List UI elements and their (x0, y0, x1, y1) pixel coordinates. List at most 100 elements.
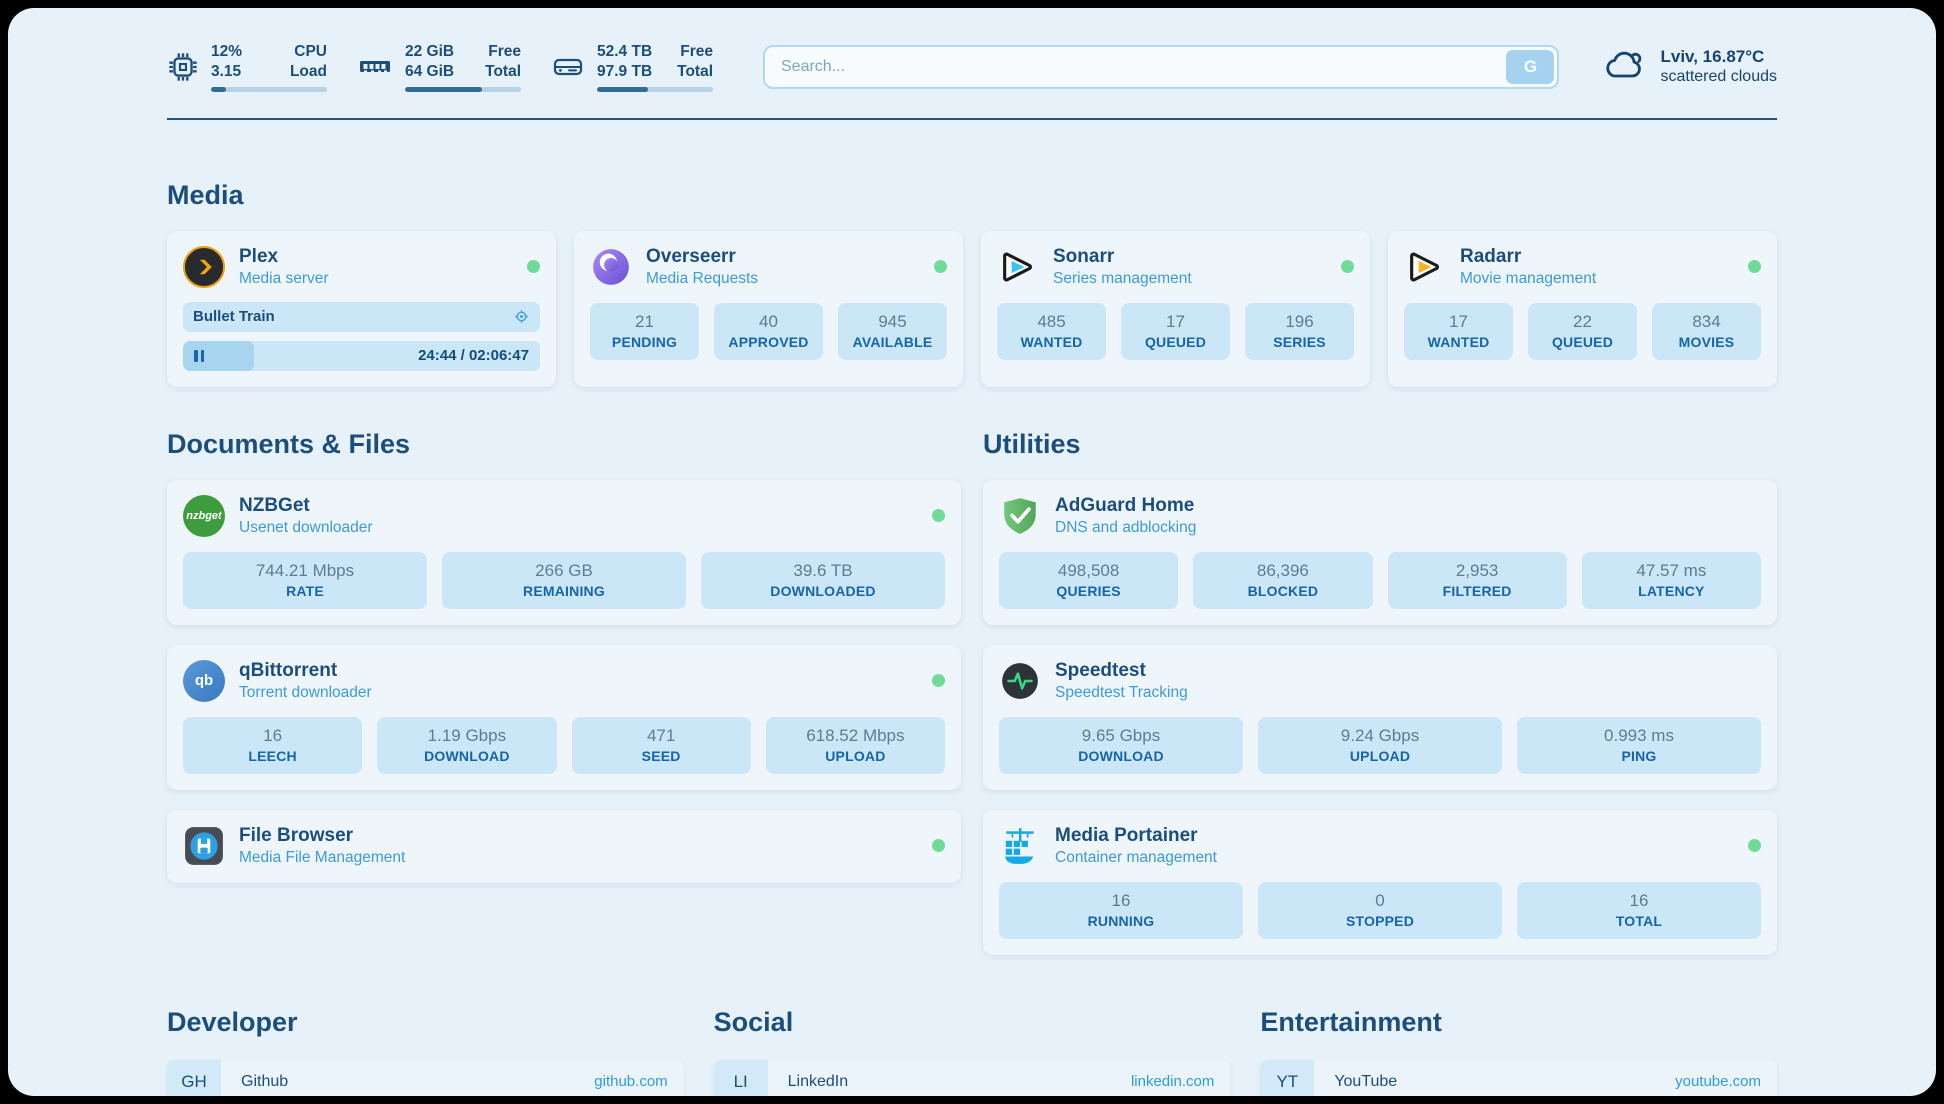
status-dot (1341, 260, 1354, 274)
bookmark-abbr: GH (167, 1059, 221, 1096)
system-stats: 12% 3.15 CPU Load (167, 42, 713, 92)
section-title-social: Social (713, 1006, 794, 1037)
stat-label: RATE (286, 582, 324, 599)
app-card-portainer[interactable]: Media Portainer Container management 16 … (983, 809, 1777, 955)
bookmark-linkedin[interactable]: LI LinkedIn linkedin.com (713, 1059, 1231, 1096)
cpu-usage-value: 12% (211, 43, 243, 60)
disk-free-value: 52.4 TB (597, 43, 653, 60)
stat-label: DOWNLOAD (1078, 747, 1164, 764)
disk-total-label: Total (677, 63, 713, 81)
app-card-filebrowser[interactable]: File Browser Media File Management (167, 809, 961, 883)
stat-value: 17 (1449, 311, 1468, 331)
disk-total-value: 97.9 TB (597, 63, 653, 81)
documents-files-column: Documents & Files nzbget NZBGet Usenet d… (167, 429, 961, 883)
bookmark-url: youtube.com (1675, 1073, 1761, 1091)
portainer-icon (999, 825, 1041, 867)
stat-label: QUEUED (1144, 333, 1207, 350)
stat-label: AVAILABLE (852, 333, 933, 350)
app-card-adguard[interactable]: AdGuard Home DNS and adblocking 498,508 … (983, 479, 1777, 625)
bookmarks-area: Developer GH Github github.com SO StackO… (167, 1007, 1777, 1096)
stat-value: 9.65 Gbps (1081, 725, 1161, 745)
bookmark-group-social: Social LI LinkedIn linkedin.com TW Twitt… (713, 1006, 1231, 1096)
stat-value: 485 (1037, 311, 1066, 331)
stat-label: QUERIES (1056, 582, 1121, 599)
search-provider-button[interactable]: G (1506, 49, 1555, 84)
qbittorrent-icon-text: qb (194, 672, 214, 690)
stat-box: 17 WANTED (1404, 302, 1513, 360)
stat-box: 21 PENDING (590, 302, 699, 360)
memory-total-value: 64 GiB (405, 63, 455, 81)
hard-disk-icon (551, 52, 585, 82)
weather-condition: scattered clouds (1660, 68, 1777, 86)
stat-box: 834 MOVIES (1652, 302, 1761, 360)
app-subtitle: Series management (1053, 269, 1192, 287)
app-title: Plex (239, 245, 279, 267)
stat-value: 834 (1692, 311, 1721, 331)
stat-box: 0 STOPPED (1258, 881, 1502, 939)
stat-value: 2,953 (1455, 560, 1499, 580)
stat-value: 40 (759, 311, 778, 331)
app-card-qbittorrent[interactable]: qb qBittorrent Torrent downloader 16 LEE… (167, 644, 961, 790)
bookmark-github[interactable]: GH Github github.com (167, 1059, 684, 1096)
app-title: Radarr (1460, 245, 1522, 267)
stat-value: 618.52 Mbps (806, 725, 905, 745)
app-title: Speedtest (1055, 659, 1146, 681)
search-box: G (763, 44, 1560, 89)
stat-box: 16 LEECH (183, 716, 363, 774)
stat-box: 1.19 Gbps DOWNLOAD (377, 716, 557, 774)
cpu-chip-icon (167, 51, 199, 83)
nzbget-icon-text: nzbget (186, 509, 222, 522)
adguard-icon (999, 495, 1041, 537)
stat-label: PENDING (611, 333, 678, 350)
stat-box: 2,953 FILTERED (1387, 551, 1567, 609)
app-title: File Browser (239, 824, 354, 846)
bookmark-abbr: YT (1260, 1059, 1315, 1096)
status-dot (527, 260, 540, 274)
app-card-overseerr[interactable]: Overseerr Media Requests 21 PENDING 40 A… (574, 230, 963, 387)
memory-stat: 22 GiB 64 GiB Free Total (357, 42, 521, 92)
app-card-nzbget[interactable]: nzbget NZBGet Usenet downloader 744.21 M… (167, 479, 961, 625)
stat-box: 16 TOTAL (1517, 881, 1761, 939)
stat-value: 16 (263, 725, 283, 745)
bookmark-group-entertainment: Entertainment YT YouTube youtube.com NF … (1260, 1007, 1777, 1096)
stat-value: 945 (878, 311, 907, 331)
stat-value: 16 (1111, 890, 1131, 910)
stat-label: DOWNLOAD (424, 747, 510, 764)
status-dot (1748, 839, 1761, 853)
app-card-sonarr[interactable]: Sonarr Series management 485 WANTED 17 Q… (981, 230, 1370, 387)
stat-label: MOVIES (1678, 333, 1735, 350)
bookmark-youtube[interactable]: YT YouTube youtube.com (1260, 1059, 1777, 1096)
gear-icon[interactable] (513, 308, 530, 325)
status-dot (934, 260, 947, 274)
section-title-media: Media (167, 179, 244, 210)
status-dot (932, 509, 945, 523)
app-subtitle: Media Requests (646, 269, 759, 287)
search-input[interactable] (763, 44, 1560, 89)
playback-time: 24:44 / 02:06:47 (418, 347, 529, 365)
stat-value: 16 (1629, 890, 1649, 910)
stat-value: 196 (1285, 311, 1314, 331)
sonarr-icon (997, 246, 1039, 288)
app-card-plex[interactable]: Plex Media server Bullet Train 24:44 / 0… (167, 230, 556, 387)
stat-label: SEED (641, 747, 681, 764)
stat-box: 498,508 QUERIES (999, 551, 1179, 609)
radarr-icon (1404, 246, 1446, 288)
playback-progress-bar: 24:44 / 02:06:47 (183, 340, 540, 371)
speedtest-icon (999, 660, 1041, 702)
stat-box: 196 SERIES (1245, 302, 1354, 360)
bookmark-url: github.com (594, 1073, 668, 1091)
stat-label: LEECH (248, 747, 297, 764)
stat-box: 17 QUEUED (1121, 302, 1230, 360)
app-card-speedtest[interactable]: Speedtest Speedtest Tracking 9.65 Gbps D… (983, 644, 1777, 790)
stat-value: 39.6 TB (793, 560, 853, 580)
stat-value: 47.57 ms (1636, 560, 1707, 580)
stat-value: 744.21 Mbps (255, 560, 355, 580)
pause-icon (194, 349, 204, 362)
bookmark-url: linkedin.com (1130, 1073, 1215, 1091)
stat-label: SERIES (1273, 333, 1326, 350)
stat-label: QUEUED (1551, 333, 1614, 350)
stat-value: 266 GB (535, 560, 593, 580)
filebrowser-icon (183, 825, 225, 867)
app-card-radarr[interactable]: Radarr Movie management 17 WANTED 22 QUE… (1388, 230, 1777, 387)
stat-label: STOPPED (1345, 912, 1415, 929)
